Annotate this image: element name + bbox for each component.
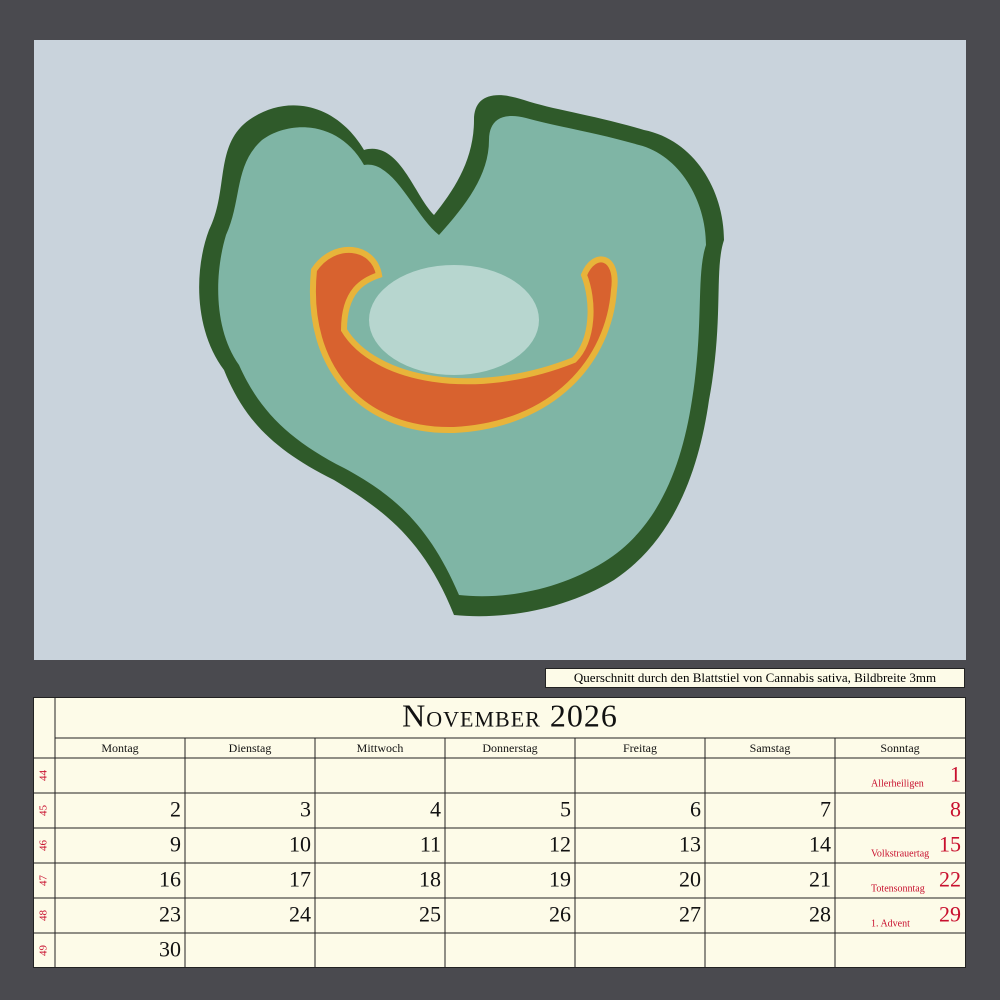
day-number: 29 (939, 902, 961, 927)
day-number: 22 (939, 867, 961, 892)
day-number: 27 (679, 902, 701, 927)
weekday-label: Samstag (750, 741, 791, 755)
day-number: 13 (679, 832, 701, 857)
day-number: 19 (549, 867, 571, 892)
day-number: 1 (950, 762, 961, 787)
calendar-title: November 2026 (402, 697, 618, 733)
day-number: 6 (690, 797, 701, 822)
day-number: 30 (159, 937, 181, 962)
week-number: 46 (38, 840, 50, 852)
day-number: 9 (170, 832, 181, 857)
weekday-label: Mittwoch (357, 741, 404, 755)
day-number: 15 (939, 832, 961, 857)
day-number: 8 (950, 797, 961, 822)
day-number: 26 (549, 902, 571, 927)
day-number: 21 (809, 867, 831, 892)
week-number: 45 (38, 805, 50, 817)
photo (34, 40, 966, 660)
day-number: 25 (419, 902, 441, 927)
day-number: 23 (159, 902, 181, 927)
day-number: 10 (289, 832, 311, 857)
weekday-label: Sonntag (880, 741, 919, 755)
day-number: 20 (679, 867, 701, 892)
day-number: 3 (300, 797, 311, 822)
holiday-label: Totensonntag (871, 883, 925, 894)
day-number: 28 (809, 902, 831, 927)
day-number: 7 (820, 797, 831, 822)
day-number: 2 (170, 797, 181, 822)
week-number: 49 (38, 945, 50, 957)
day-number: 14 (809, 832, 831, 857)
weekday-label: Dienstag (229, 741, 272, 755)
day-number: 11 (420, 832, 441, 857)
day-number: 17 (289, 867, 311, 892)
calendar-grid: November 2026 Montag Dienstag Mittwoch Donne… (33, 697, 966, 968)
day-number: 12 (549, 832, 571, 857)
week-number: 44 (38, 770, 50, 782)
photo-caption: Querschnitt durch den Blattstiel von Can… (545, 668, 965, 688)
holiday-label: 1. Advent (871, 918, 910, 929)
week-number: 47 (38, 875, 50, 887)
day-number: 4 (430, 797, 441, 822)
day-number: 18 (419, 867, 441, 892)
day-number: 16 (159, 867, 181, 892)
week-number: 48 (38, 910, 50, 922)
weekday-label: Montag (101, 741, 138, 755)
day-number: 5 (560, 797, 571, 822)
holiday-label: Allerheiligen (871, 778, 924, 789)
weekday-label: Donnerstag (482, 741, 537, 755)
day-number: 24 (289, 902, 311, 927)
calendar-background (33, 697, 966, 968)
weekday-label: Freitag (623, 741, 657, 755)
holiday-label: Volkstrauertag (871, 848, 929, 859)
